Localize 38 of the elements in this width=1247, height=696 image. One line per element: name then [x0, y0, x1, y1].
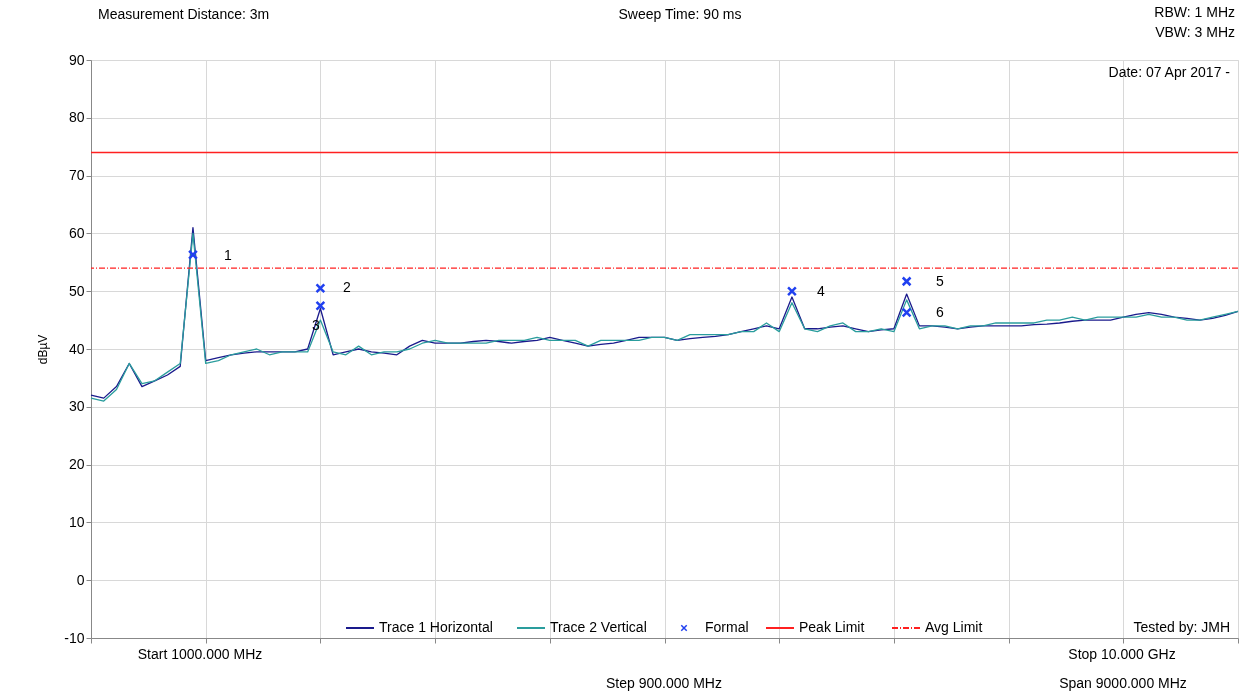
- annotation: 6: [936, 304, 945, 320]
- y-tick-label: -10: [64, 629, 85, 646]
- y-tick-label: 30: [68, 398, 85, 415]
- y-tick-label: 50: [68, 282, 85, 299]
- text: Measurement Distance: 3m: [98, 6, 270, 22]
- y-tick-label: 80: [68, 109, 85, 126]
- y-tick-label: 70: [68, 167, 85, 184]
- y-tick-label: 60: [68, 224, 85, 241]
- y-tick-label: 20: [68, 456, 85, 473]
- annotation: Tested by: JMH: [1133, 619, 1230, 635]
- point: [315, 283, 326, 294]
- legend-label: Avg Limit: [925, 619, 983, 635]
- text: Start 1000.000 MHz: [137, 646, 263, 662]
- text: Stop 10.000 GHz: [1068, 646, 1176, 662]
- point: [786, 286, 798, 297]
- y-axis-title: dBµV: [36, 334, 51, 365]
- legend-label: Trace 2 Vertical: [550, 619, 647, 635]
- y-tick-label: 40: [68, 340, 85, 357]
- annotation: 1: [224, 247, 233, 263]
- point: [315, 300, 326, 311]
- text: VBW: 3 MHz: [1155, 24, 1235, 40]
- point: [901, 307, 912, 318]
- y-tick-label: 10: [68, 513, 85, 530]
- legend-label: Peak Limit: [799, 619, 865, 635]
- point: [901, 276, 912, 287]
- text: Sweep Time: 90 ms: [618, 6, 742, 22]
- text: RBW: 1 MHz: [1154, 4, 1235, 20]
- text: Step 900.000 MHz: [606, 675, 722, 691]
- annotation: 4: [817, 283, 826, 299]
- annotation: Date: 07 Apr 2017 -: [1108, 64, 1231, 80]
- annotation: 5: [936, 273, 945, 289]
- legend-label: Trace 1 Horizontal: [379, 619, 493, 635]
- y-tick-label: 90: [68, 51, 85, 68]
- text: Span 9000.000 MHz: [1059, 675, 1187, 691]
- point: [187, 249, 199, 260]
- y-tick-label: 0: [76, 571, 85, 588]
- legend-label: Formal: [705, 619, 749, 635]
- annotation: 2: [343, 279, 352, 295]
